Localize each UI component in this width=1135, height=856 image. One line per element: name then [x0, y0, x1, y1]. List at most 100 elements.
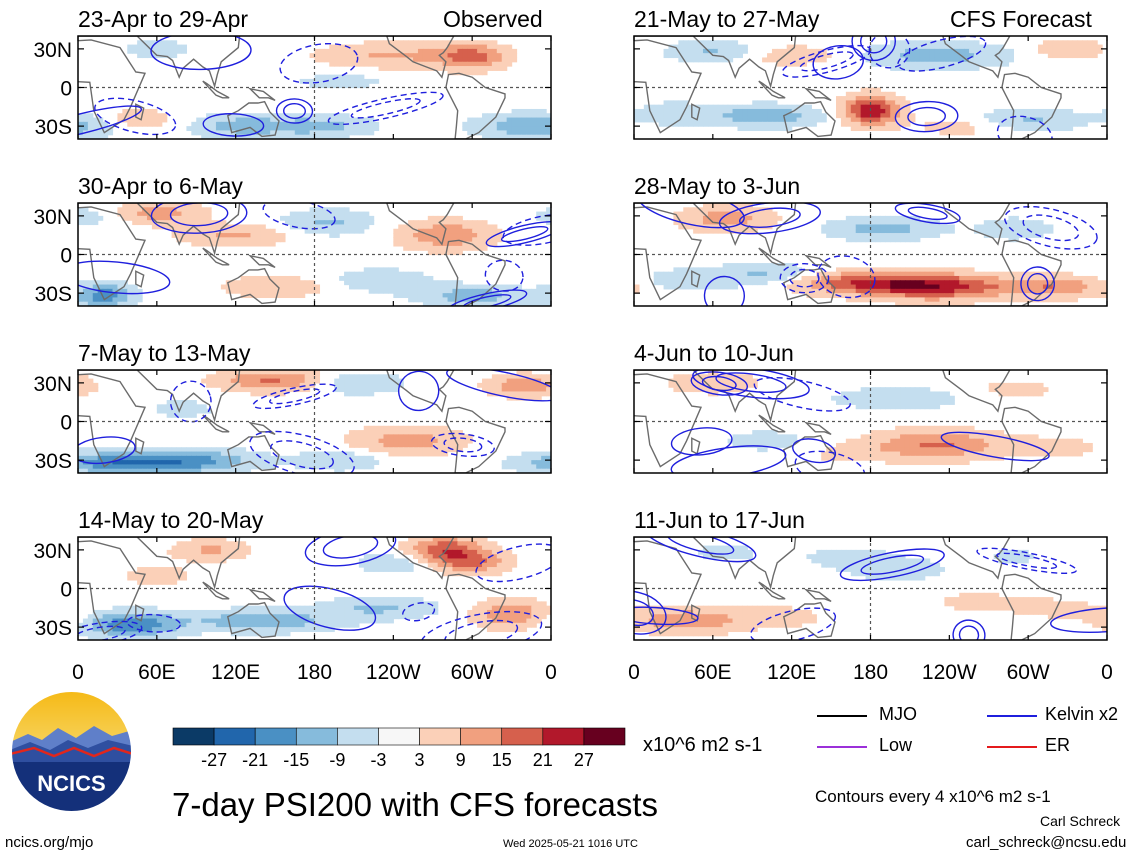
kelvin-contour	[485, 220, 551, 248]
y-tick-label: 30N	[33, 540, 72, 563]
y-tick-label: 30N	[33, 206, 72, 229]
coastline	[386, 36, 455, 79]
kelvin-contour	[753, 376, 851, 412]
forecast-header: CFS Forecast	[950, 6, 1092, 32]
kelvin-contour	[283, 102, 306, 120]
coastline	[803, 588, 832, 603]
colorbar-tick: 3	[415, 750, 425, 770]
coastline	[782, 434, 836, 472]
legend-label-mjo: MJO	[879, 704, 917, 724]
legend-label-kelvin: Kelvin x2	[1045, 704, 1119, 724]
coastline	[691, 270, 701, 288]
coastline	[135, 103, 145, 121]
kelvin-contour	[444, 619, 519, 640]
coastline	[803, 87, 832, 102]
coastline	[634, 206, 703, 301]
kelvin-contour	[634, 590, 667, 635]
kelvin-contour	[670, 427, 733, 456]
coastline	[1001, 406, 1062, 473]
kelvin-contour	[443, 437, 483, 453]
kelvin-contour	[398, 370, 440, 412]
coastline	[445, 573, 506, 640]
x-tick-label: 120E	[211, 661, 260, 684]
kelvin-contour	[283, 585, 377, 631]
coastline	[445, 72, 506, 139]
panel-3: 30N 0 30S 7-May to 13-May	[33, 340, 552, 474]
panel-field	[78, 370, 551, 473]
kelvin-contour	[851, 36, 896, 62]
coastline	[634, 540, 703, 635]
x-tick-label: 60W	[1007, 661, 1050, 684]
coastline	[445, 406, 506, 473]
kelvin-contour	[262, 203, 336, 230]
kelvin-contour	[462, 294, 512, 306]
coastline	[1001, 239, 1062, 306]
site-link[interactable]: ncics.org/mjo	[5, 834, 94, 851]
y-tick-label: 0	[60, 245, 72, 268]
coastline	[202, 581, 230, 600]
kelvin-contour	[703, 275, 745, 306]
coastline	[78, 540, 147, 635]
timestamp: Wed 2025-05-21 1016 UTC	[503, 838, 638, 850]
panel-title: 4-Jun to 10-Jun	[634, 340, 794, 366]
kelvin-contour	[958, 625, 980, 640]
coastline	[247, 588, 276, 603]
legend: MJO Kelvin x2 Low ER	[812, 704, 1132, 764]
panel-field	[634, 203, 1107, 306]
kelvin-contour	[500, 225, 549, 243]
coastline	[691, 437, 701, 455]
panel-title: 30-Apr to 6-May	[78, 173, 243, 199]
colorbar-tick: -27	[201, 750, 227, 770]
panel-5: 21-May to 27-May	[633, 6, 1108, 140]
x-tick-label: 180	[853, 661, 888, 684]
coastline	[942, 203, 1011, 246]
kelvin-contour	[670, 445, 787, 473]
colorbar-tick: -15	[283, 750, 309, 770]
coastline	[78, 537, 241, 590]
kelvin-contour	[636, 203, 745, 229]
kelvin-contour	[634, 599, 654, 627]
x-tick-label: 0	[628, 661, 640, 684]
ncics-logo: NCICS	[10, 690, 133, 813]
colorbar-swatch	[378, 727, 420, 746]
coastline	[386, 203, 455, 246]
ncics-logo-graphic: NCICS	[11, 691, 132, 812]
kelvin-contour	[169, 203, 229, 227]
kelvin-contour	[446, 289, 528, 306]
kelvin-contour	[794, 450, 866, 473]
panel-2: 30N 0 30S 30-Apr to 6-May	[33, 173, 552, 307]
kelvin-contour	[1050, 606, 1107, 633]
coastline	[78, 36, 241, 89]
y-tick-label: 0	[60, 412, 72, 435]
coastline	[226, 434, 280, 472]
coastline	[78, 206, 147, 301]
legend-line-kelvin	[987, 715, 1037, 717]
kelvin-contour	[996, 552, 1058, 569]
coastline	[135, 437, 145, 455]
coastline	[247, 87, 276, 102]
coastline	[135, 604, 145, 622]
x-tick-label: 0	[72, 661, 84, 684]
coastline	[1001, 573, 1062, 640]
panel-title: 21-May to 27-May	[634, 6, 820, 32]
logo-text: NCICS	[37, 771, 105, 796]
colorbar-swatch	[460, 727, 503, 746]
panel-title: 11-Jun to 17-Jun	[634, 507, 805, 533]
coastline	[758, 247, 786, 266]
kelvin-contour	[749, 607, 837, 640]
kelvin-contour	[907, 206, 948, 221]
colorbar-tick: -3	[370, 750, 386, 770]
kelvin-contour	[150, 203, 248, 234]
coastline	[135, 270, 145, 288]
coastline	[942, 36, 1011, 79]
kelvin-contour	[420, 610, 543, 640]
kelvin-contour	[484, 259, 524, 292]
x-tick-label: 120E	[767, 661, 816, 684]
panel-title: 7-May to 13-May	[78, 340, 251, 366]
panel-7: 4-Jun to 10-Jun	[633, 340, 1108, 474]
kelvin-contour	[78, 620, 143, 640]
y-tick-label: 30S	[35, 116, 72, 139]
coastline	[782, 267, 836, 305]
